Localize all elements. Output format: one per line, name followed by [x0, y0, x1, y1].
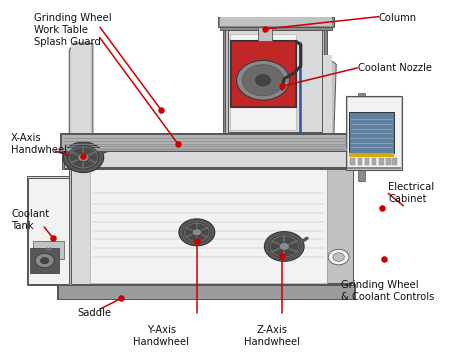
FancyBboxPatch shape — [223, 26, 327, 135]
Circle shape — [264, 231, 304, 261]
Circle shape — [78, 153, 89, 162]
FancyBboxPatch shape — [357, 93, 365, 181]
FancyBboxPatch shape — [228, 30, 322, 132]
Circle shape — [183, 223, 210, 242]
Point — [378, 205, 386, 211]
Circle shape — [237, 60, 290, 100]
FancyBboxPatch shape — [60, 132, 360, 151]
FancyBboxPatch shape — [33, 241, 64, 259]
FancyBboxPatch shape — [350, 158, 355, 165]
FancyBboxPatch shape — [219, 17, 332, 26]
Circle shape — [179, 219, 215, 246]
FancyBboxPatch shape — [372, 158, 376, 165]
FancyBboxPatch shape — [57, 284, 355, 300]
FancyBboxPatch shape — [69, 165, 353, 285]
Circle shape — [35, 253, 54, 268]
FancyBboxPatch shape — [347, 167, 401, 169]
FancyBboxPatch shape — [28, 178, 79, 284]
FancyBboxPatch shape — [218, 17, 334, 27]
Point — [49, 235, 56, 240]
FancyBboxPatch shape — [347, 97, 401, 169]
Text: Grinding Wheel
Work Table
Splash Guard: Grinding Wheel Work Table Splash Guard — [34, 13, 111, 47]
Point — [193, 238, 201, 244]
Point — [278, 83, 286, 89]
Text: Coolant
Tank: Coolant Tank — [11, 209, 49, 231]
FancyBboxPatch shape — [61, 148, 358, 151]
FancyBboxPatch shape — [91, 168, 327, 283]
Text: Z-Axis
Handwheel: Z-Axis Handwheel — [245, 325, 301, 347]
Point — [80, 153, 87, 158]
FancyBboxPatch shape — [58, 285, 354, 299]
FancyBboxPatch shape — [230, 40, 296, 107]
FancyBboxPatch shape — [349, 112, 394, 153]
Text: M: M — [46, 247, 51, 252]
FancyBboxPatch shape — [220, 23, 331, 30]
FancyBboxPatch shape — [379, 158, 383, 165]
FancyBboxPatch shape — [392, 158, 397, 165]
Circle shape — [63, 142, 104, 173]
Point — [174, 141, 182, 147]
FancyBboxPatch shape — [61, 133, 358, 150]
FancyBboxPatch shape — [386, 158, 391, 165]
FancyBboxPatch shape — [327, 168, 353, 283]
FancyBboxPatch shape — [258, 24, 272, 42]
Text: Coolant Nozzle: Coolant Nozzle — [357, 63, 431, 73]
Point — [118, 296, 125, 301]
Text: Saddle: Saddle — [77, 307, 111, 318]
FancyBboxPatch shape — [64, 149, 356, 168]
FancyBboxPatch shape — [357, 158, 362, 165]
FancyBboxPatch shape — [231, 41, 295, 106]
FancyBboxPatch shape — [230, 34, 296, 130]
Circle shape — [328, 249, 349, 265]
FancyBboxPatch shape — [71, 44, 91, 133]
Circle shape — [279, 242, 290, 250]
FancyBboxPatch shape — [30, 248, 59, 273]
Point — [262, 26, 269, 32]
FancyBboxPatch shape — [71, 166, 351, 284]
FancyBboxPatch shape — [346, 96, 402, 170]
Polygon shape — [69, 43, 93, 134]
FancyBboxPatch shape — [218, 17, 334, 26]
Circle shape — [242, 65, 284, 96]
Text: Column: Column — [379, 13, 417, 23]
Text: Electrical
Cabinet: Electrical Cabinet — [388, 182, 434, 204]
Polygon shape — [310, 54, 336, 134]
FancyBboxPatch shape — [62, 148, 357, 169]
FancyBboxPatch shape — [312, 55, 332, 133]
Circle shape — [269, 235, 300, 258]
Circle shape — [68, 146, 99, 169]
Point — [278, 253, 286, 259]
FancyBboxPatch shape — [67, 150, 355, 166]
Circle shape — [333, 253, 344, 261]
FancyBboxPatch shape — [349, 153, 394, 157]
Text: X-Axis
Handwheel: X-Axis Handwheel — [11, 133, 67, 155]
Text: Grinding Wheel
& Coolant Controls: Grinding Wheel & Coolant Controls — [341, 280, 434, 302]
FancyBboxPatch shape — [219, 18, 332, 25]
FancyBboxPatch shape — [225, 27, 324, 133]
Circle shape — [255, 75, 271, 86]
Text: Y-Axis
Handwheel: Y-Axis Handwheel — [133, 325, 190, 347]
Point — [157, 108, 165, 113]
Circle shape — [192, 229, 201, 236]
Circle shape — [40, 257, 49, 264]
Point — [380, 256, 387, 262]
FancyBboxPatch shape — [365, 158, 369, 165]
FancyBboxPatch shape — [27, 176, 81, 285]
